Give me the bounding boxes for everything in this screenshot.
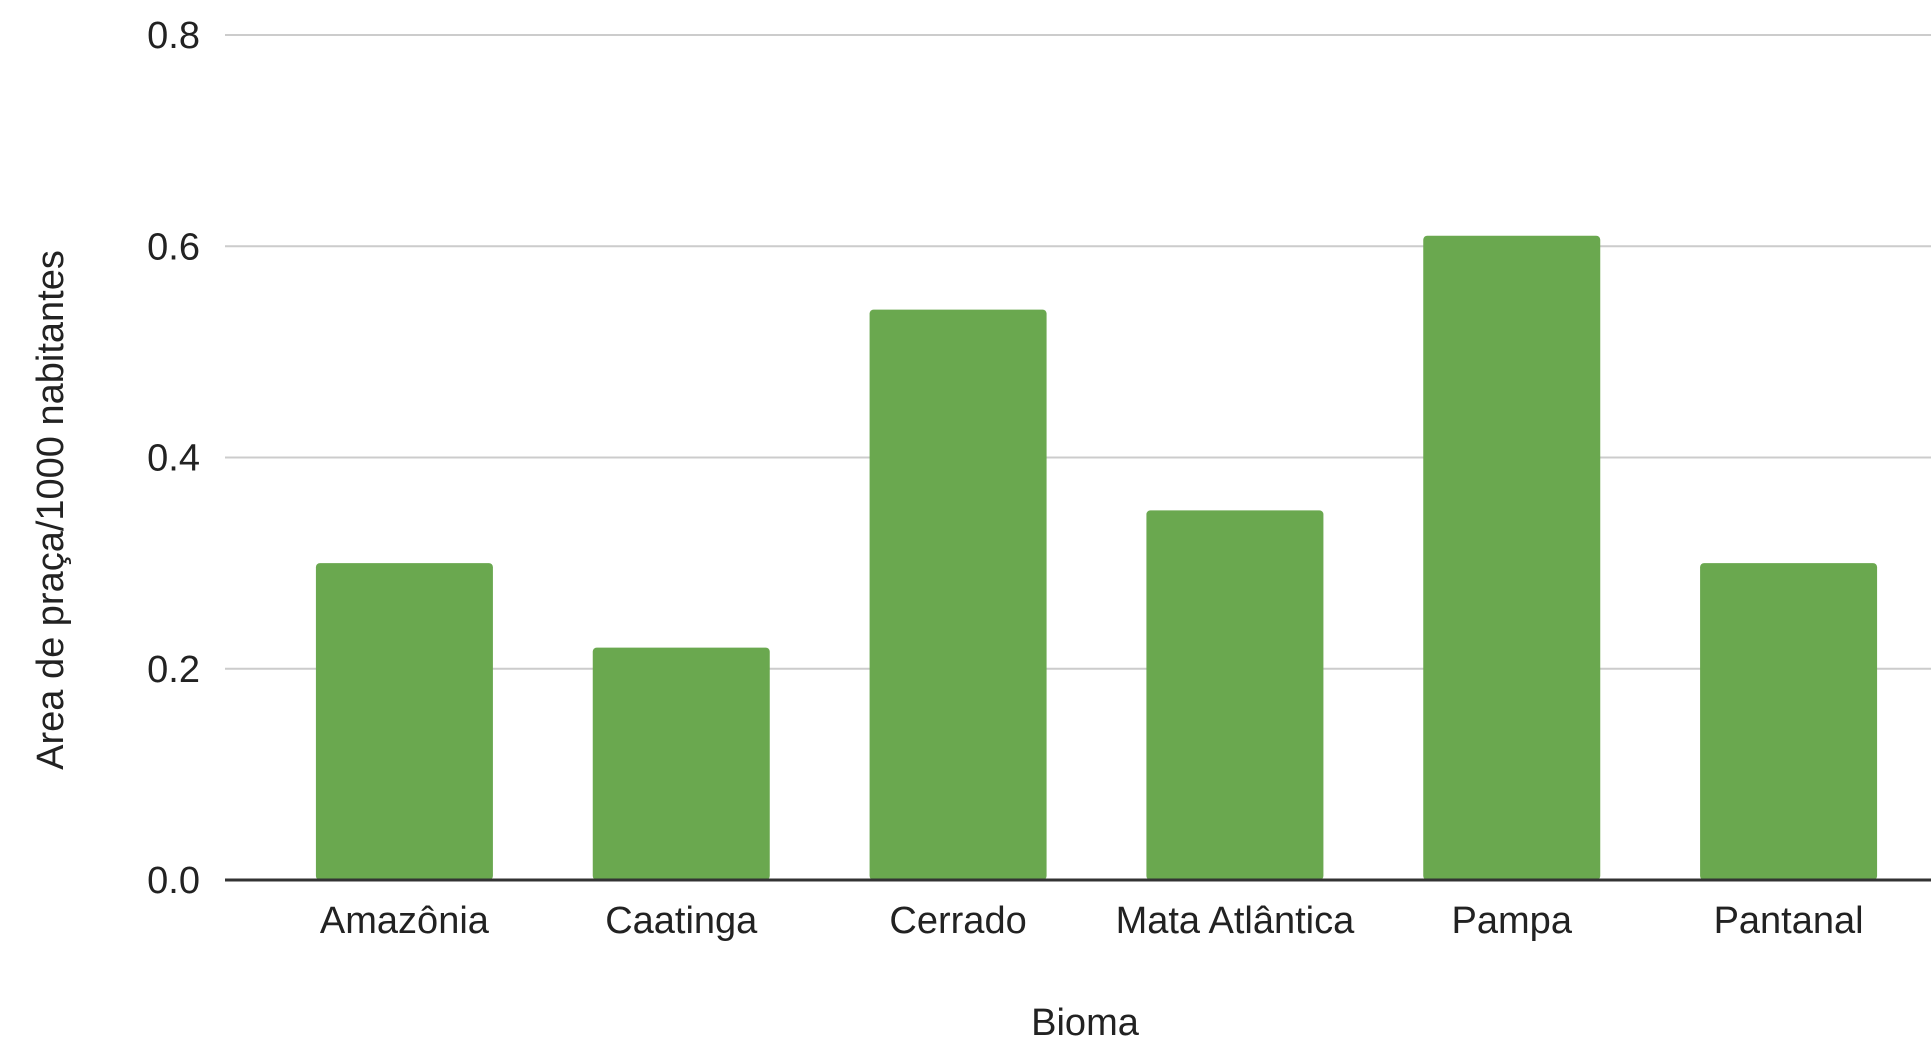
bar <box>1146 510 1324 880</box>
bar <box>869 309 1047 880</box>
x-axis-title: Bioma <box>1031 1002 1140 1039</box>
x-tick-label: Pantanal <box>1714 900 1864 942</box>
bar <box>315 563 493 880</box>
x-tick-label: Caatinga <box>605 900 758 942</box>
bars <box>315 235 1878 880</box>
x-tick-label: Pampa <box>1452 900 1573 942</box>
x-tick-labels: Amazônia Caatinga Cerrado Mata Atlântica Pam… <box>320 900 1864 942</box>
y-tick-label: 0.0 <box>147 860 200 902</box>
bar <box>1700 563 1878 880</box>
x-tick-label: Amazônia <box>320 900 490 942</box>
bar <box>1423 235 1601 880</box>
y-tick-label: 0.4 <box>147 438 200 480</box>
y-axis-title: Area de praça/1000 nabitantes <box>30 250 72 770</box>
x-tick-label: Mata Atlântica <box>1116 900 1356 942</box>
y-tick-label: 0.8 <box>147 15 200 57</box>
y-tick-label: 0.2 <box>147 649 200 691</box>
y-tick-labels: 0.0 0.2 0.4 0.6 0.8 <box>147 15 200 902</box>
gridlines <box>225 34 1931 670</box>
x-tick-label: Cerrado <box>889 900 1026 942</box>
y-tick-label: 0.6 <box>147 226 200 268</box>
bar <box>592 647 770 880</box>
